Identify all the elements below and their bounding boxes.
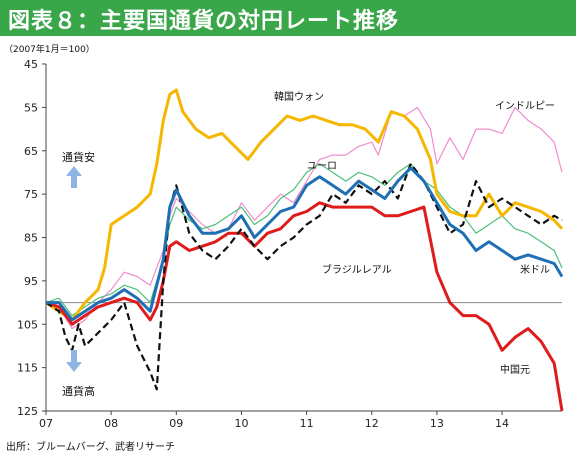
series-line-eur xyxy=(45,163,563,317)
y-tick-label: 55 xyxy=(24,101,38,114)
x-tick-label: 13 xyxy=(430,417,444,430)
series-label-krw: 韓国ウォン xyxy=(274,91,324,103)
series-label-cny: 中国元 xyxy=(500,363,530,376)
y-tick-label: 105 xyxy=(17,318,38,331)
y-tick-label: 65 xyxy=(24,145,38,158)
series-line-brl xyxy=(45,162,563,391)
x-tick-label: 11 xyxy=(300,417,314,430)
y-tick-label: 45 xyxy=(24,58,38,71)
series-label-usd: 米ドル xyxy=(520,263,550,276)
yen-weak-label: 通貨安 xyxy=(62,150,95,164)
up-arrow-icon xyxy=(66,166,82,188)
y-tick-label: 125 xyxy=(17,405,38,418)
yen-strong-label: 通貨高 xyxy=(62,384,95,398)
x-tick-label: 10 xyxy=(234,417,248,430)
series-line-inr xyxy=(45,106,563,330)
down-arrow-icon xyxy=(66,350,82,372)
x-tick-label: 14 xyxy=(495,417,509,430)
series-line-krw xyxy=(45,88,564,322)
chart-title: 図表８：主要国通貨の対円レート推移 xyxy=(8,9,400,34)
series-line-usd xyxy=(46,166,564,322)
y-tick-label: 115 xyxy=(17,362,38,375)
title-bar: 図表８：主要国通貨の対円レート推移 xyxy=(0,0,576,36)
series-label-brl: ブラジルレアル xyxy=(322,263,392,276)
x-tick-label: 08 xyxy=(104,417,118,430)
y-tick-label: 75 xyxy=(24,188,38,201)
x-tick-label: 12 xyxy=(365,417,379,430)
index-note: （2007年1月＝100） xyxy=(4,43,95,55)
direction-arrows: 通貨安 通貨高 xyxy=(62,150,95,398)
y-tick-label: 95 xyxy=(24,275,38,288)
series-line-cny xyxy=(45,201,564,412)
series-label-eur: ユーロ xyxy=(307,161,337,172)
x-tick-label: 07 xyxy=(39,417,53,430)
x-tick-label: 09 xyxy=(169,417,183,430)
y-tick-label: 85 xyxy=(24,232,38,245)
source-note: 出所：ブルームバーグ、武者リサーチ xyxy=(6,440,175,453)
series-lines xyxy=(45,88,564,412)
series-label-inr: インドルピー xyxy=(495,100,555,112)
